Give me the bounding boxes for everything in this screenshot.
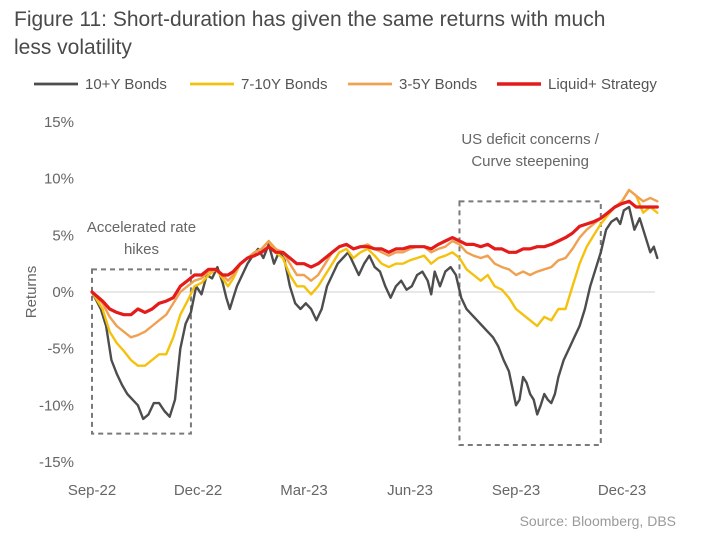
series-group: [90, 188, 659, 421]
series-line-7-10y-bonds: [90, 188, 659, 367]
x-tick-label: Sep-23: [492, 482, 540, 499]
annotation-label: Curve steepening: [471, 153, 589, 170]
y-axis-ticks: 15% 10% 5% 0% -5% -10% -15%: [39, 114, 74, 471]
annotation-label: hikes: [124, 241, 159, 258]
legend-label: 7-10Y Bonds: [241, 76, 327, 93]
y-tick-label: 5%: [52, 227, 74, 244]
y-tick-label: 0%: [52, 284, 74, 301]
series-line-10-y-bonds: [90, 205, 659, 421]
legend-label: 3-5Y Bonds: [399, 76, 477, 93]
annotations: Accelerated rate hikes US deficit concerns…: [87, 131, 602, 446]
source-note: Source: Bloomberg, DBS: [520, 513, 676, 529]
y-tick-label: 10%: [44, 171, 74, 188]
y-tick-label: -15%: [39, 454, 74, 471]
legend: 10+Y Bonds 7-10Y Bonds 3-5Y Bonds Liquid+ S…: [34, 76, 657, 93]
annotation-label: Accelerated rate: [87, 219, 196, 236]
series-line-3-5y-bonds: [90, 188, 659, 339]
legend-label: 10+Y Bonds: [85, 76, 167, 93]
x-tick-label: Mar-23: [280, 482, 328, 499]
legend-label: Liquid+ Strategy: [548, 76, 657, 93]
x-tick-label: Sep-22: [68, 482, 116, 499]
annotation-label: US deficit concerns /: [461, 131, 599, 148]
x-tick-label: Jun-23: [387, 482, 433, 499]
series-line-liquid-strategy: [90, 199, 659, 317]
y-tick-label: 15%: [44, 114, 74, 131]
chart-title-line-1: Figure 11: Short-duration has given the …: [14, 8, 605, 31]
x-tick-label: Dec-23: [598, 482, 646, 499]
annotation-box: [91, 268, 192, 435]
y-tick-label: -10%: [39, 397, 74, 414]
chart-title-line-2: less volatility: [14, 36, 132, 59]
y-axis-label: Returns: [23, 266, 40, 319]
x-axis-ticks: Sep-22 Dec-22 Mar-23 Jun-23 Sep-23 Dec-23: [68, 482, 646, 499]
x-tick-label: Dec-22: [174, 482, 222, 499]
annotation-box: [458, 200, 602, 446]
y-tick-label: -5%: [47, 341, 74, 358]
